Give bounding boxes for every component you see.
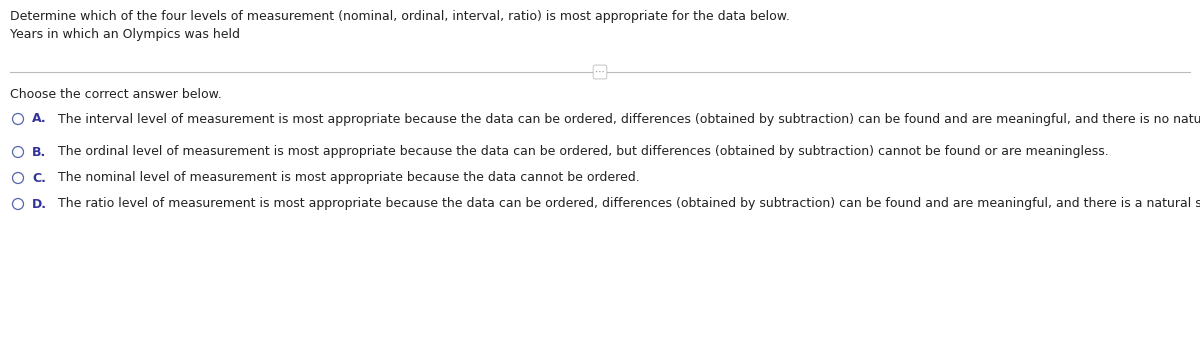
Text: Years in which an Olympics was held: Years in which an Olympics was held (10, 28, 240, 41)
Text: C.: C. (32, 171, 46, 184)
Text: D.: D. (32, 197, 47, 210)
Text: The ordinal level of measurement is most appropriate because the data can be ord: The ordinal level of measurement is most… (50, 145, 1109, 158)
Text: Choose the correct answer below.: Choose the correct answer below. (10, 88, 222, 101)
Text: The ratio level of measurement is most appropriate because the data can be order: The ratio level of measurement is most a… (50, 197, 1200, 210)
Text: A.: A. (32, 113, 47, 126)
Text: Determine which of the four levels of measurement (nominal, ordinal, interval, r: Determine which of the four levels of me… (10, 10, 790, 23)
Text: ⋯: ⋯ (595, 67, 605, 77)
Text: The interval level of measurement is most appropriate because the data can be or: The interval level of measurement is mos… (50, 113, 1200, 126)
Text: The nominal level of measurement is most appropriate because the data cannot be : The nominal level of measurement is most… (50, 171, 640, 184)
Text: B.: B. (32, 145, 47, 158)
